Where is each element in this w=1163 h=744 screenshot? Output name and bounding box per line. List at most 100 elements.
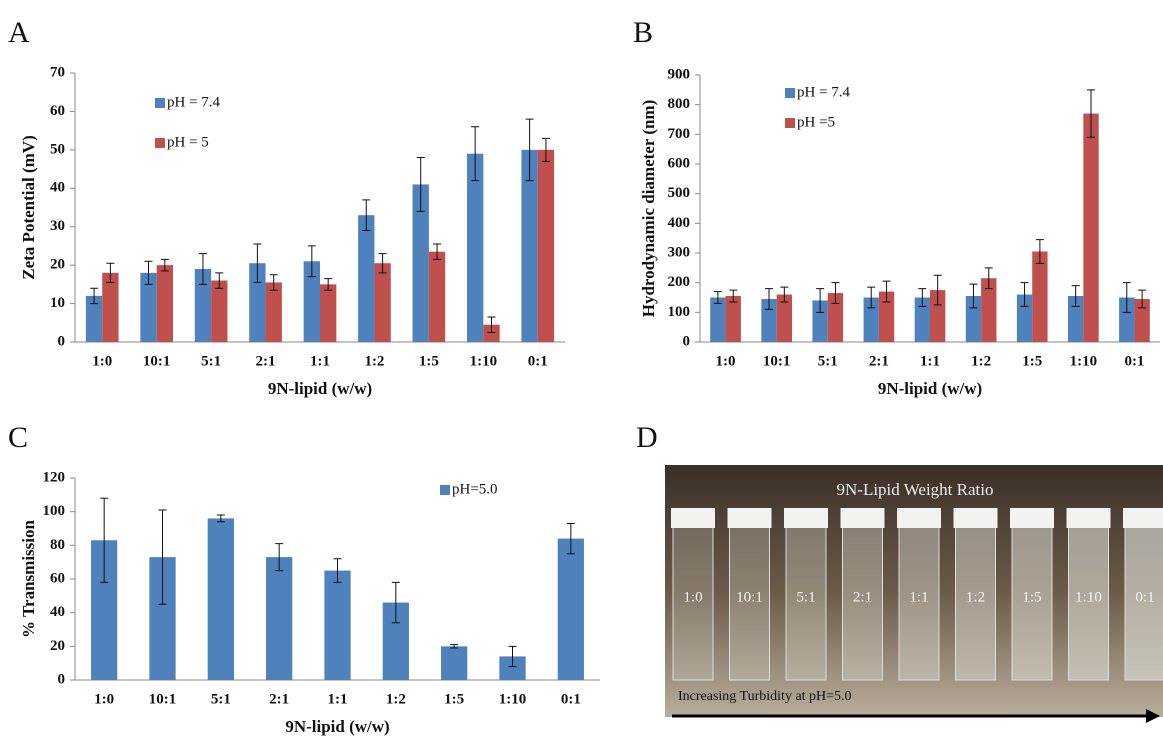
error-bar xyxy=(1138,289,1147,309)
legend-swatch xyxy=(785,118,795,128)
tube-label: 0:1 xyxy=(1135,589,1154,605)
bar xyxy=(557,538,584,680)
bar xyxy=(211,280,228,342)
x-tick-label: 0:1 xyxy=(528,353,548,369)
error-bar xyxy=(729,289,738,303)
y-axis-label: % Transmission xyxy=(19,519,38,637)
y-tick-label: 40 xyxy=(50,180,65,196)
photo-panel: D 9N-Lipid Weight Ratio Increasing Turbi… xyxy=(636,421,1163,723)
y-tick-label: 30 xyxy=(50,218,65,234)
bar xyxy=(863,297,879,342)
x-tick-label: 1:1 xyxy=(328,691,348,707)
tube-label: 2:1 xyxy=(853,589,872,605)
error-bar xyxy=(1122,282,1131,313)
x-tick-label: 1:5 xyxy=(444,691,464,707)
y-tick-label: 200 xyxy=(668,274,691,290)
error-bar xyxy=(158,509,167,605)
x-tick-label: 10:1 xyxy=(763,353,791,369)
y-tick-label: 100 xyxy=(43,503,66,519)
y-tick-label: 0 xyxy=(58,333,66,349)
error-bar xyxy=(324,278,333,291)
bar xyxy=(265,282,282,342)
bar xyxy=(194,268,212,342)
bar xyxy=(374,263,391,342)
error-bar xyxy=(566,522,575,555)
x-tick-label: 5:1 xyxy=(201,353,221,369)
x-tick-label: 1:10 xyxy=(470,353,498,369)
error-bar xyxy=(831,282,840,304)
photo-title: 9N-Lipid Weight Ratio xyxy=(837,480,994,499)
error-bar xyxy=(765,288,773,310)
tube xyxy=(672,509,714,681)
bar xyxy=(324,570,351,680)
x-tick-label: 1:2 xyxy=(364,353,384,369)
error-bar xyxy=(333,558,342,583)
error-bar xyxy=(1087,89,1095,138)
error-bar xyxy=(198,253,207,285)
bar xyxy=(710,297,726,342)
bar xyxy=(441,646,468,680)
error-bar xyxy=(1035,239,1044,264)
bar xyxy=(140,272,157,342)
error-bar xyxy=(867,286,876,309)
bar xyxy=(303,261,320,342)
cap xyxy=(727,508,772,528)
error-bar xyxy=(269,274,278,291)
x-axis-label: 9N-lipid (w/w) xyxy=(878,379,982,398)
error-bar xyxy=(90,287,99,305)
error-bar xyxy=(969,283,978,309)
legend-label: pH =5 xyxy=(797,114,835,130)
tube-label: 1:10 xyxy=(1075,589,1102,605)
x-tick-label: 2:1 xyxy=(269,691,289,707)
tube-label: 1:5 xyxy=(1022,589,1041,605)
error-bar xyxy=(275,543,284,572)
cap xyxy=(1010,508,1054,528)
x-tick-label: 2:1 xyxy=(256,353,276,369)
y-tick-label: 60 xyxy=(50,570,65,586)
panel-label: C xyxy=(8,421,28,454)
x-tick-label: 0:1 xyxy=(561,691,581,707)
error-bar xyxy=(816,288,825,313)
error-bar xyxy=(933,274,942,306)
error-bar xyxy=(780,286,789,303)
legend-swatch xyxy=(440,485,450,495)
error-bar xyxy=(216,514,225,523)
x-tick-label: 1:1 xyxy=(920,353,940,369)
cap xyxy=(671,508,715,528)
cap xyxy=(840,508,885,528)
bar xyxy=(930,290,946,342)
y-tick-label: 700 xyxy=(668,126,691,142)
error-bar xyxy=(471,126,480,182)
bar xyxy=(499,656,526,680)
error-bar xyxy=(362,199,371,232)
cap xyxy=(897,508,941,528)
error-bar xyxy=(391,581,400,624)
error-bar xyxy=(100,497,109,583)
x-tick-label: 1:0 xyxy=(716,353,736,369)
bar xyxy=(1083,113,1099,342)
bar xyxy=(725,296,741,342)
cap xyxy=(953,508,998,528)
bar xyxy=(1134,298,1150,342)
error-bar xyxy=(378,253,387,274)
y-tick-label: 50 xyxy=(50,141,65,157)
arrow-head xyxy=(1146,709,1160,723)
y-tick-label: 500 xyxy=(668,185,691,201)
panel-label: A xyxy=(8,16,30,49)
x-tick-label: 1:2 xyxy=(386,691,406,707)
bar xyxy=(914,297,930,342)
error-bar xyxy=(416,157,425,212)
y-axis-label: Zeta Potential (mV) xyxy=(19,135,38,279)
legend-swatch xyxy=(155,98,165,108)
error-bar xyxy=(541,137,550,162)
y-tick-label: 120 xyxy=(43,469,66,485)
error-bar xyxy=(450,644,459,649)
bar xyxy=(358,215,375,342)
y-tick-label: 60 xyxy=(50,103,65,119)
photo-caption: Increasing Turbidity at pH=5.0 xyxy=(678,689,852,704)
y-tick-label: 70 xyxy=(50,64,65,80)
bar xyxy=(102,272,119,342)
cap xyxy=(784,508,828,528)
x-tick-label: 0:1 xyxy=(1124,353,1144,369)
bar xyxy=(812,300,828,342)
